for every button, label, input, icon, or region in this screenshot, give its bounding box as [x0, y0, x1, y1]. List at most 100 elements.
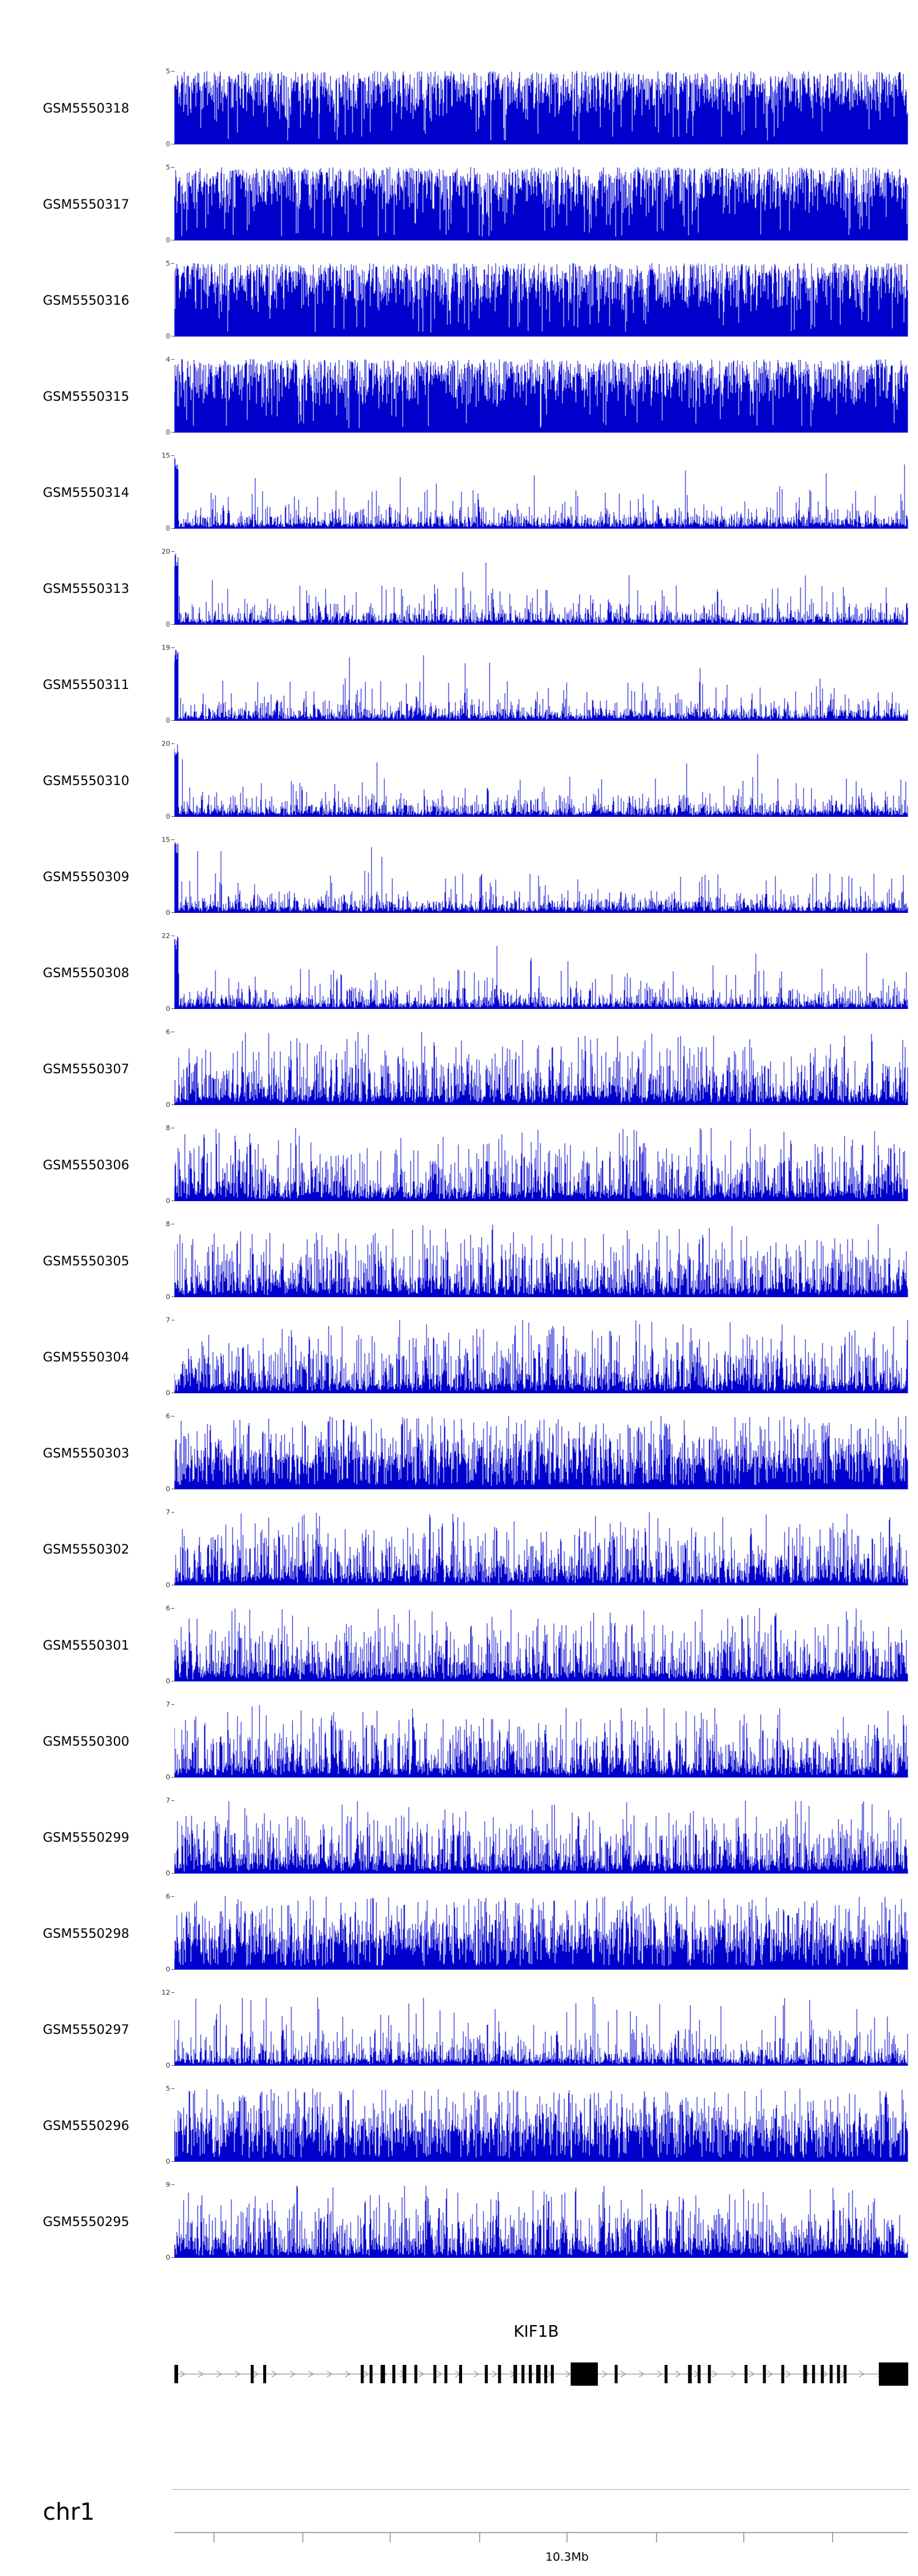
y-axis-tick-bottom: [171, 1969, 174, 1970]
track-label: GSM5550317: [43, 196, 130, 212]
separator-line: [172, 2489, 910, 2490]
signal-track-row: GSM5550303 6 0: [0, 1405, 918, 1501]
y-axis-min: 0: [166, 1197, 170, 1205]
y-axis-tick-bottom: [171, 432, 174, 433]
coverage-signal: [174, 650, 908, 721]
coverage-signal: [174, 1128, 908, 1201]
y-axis-max: 15: [162, 836, 170, 844]
track-label: GSM5550307: [43, 1061, 130, 1076]
y-axis-max: 6: [166, 1893, 170, 1900]
coverage-signal: [174, 71, 908, 144]
track-label: GSM5550297: [43, 2022, 130, 2037]
coverage-signal: [174, 2185, 908, 2258]
y-axis-min: 0: [166, 332, 170, 340]
chromosome-label: chr1: [43, 2498, 95, 2525]
signal-track-row: GSM5550301 6 0: [0, 1597, 918, 1693]
track-label: GSM5550303: [43, 1445, 130, 1461]
coverage-signal: [174, 1416, 908, 1489]
y-axis-min: 0: [166, 2254, 170, 2261]
y-axis-tick-bottom: [171, 816, 174, 817]
y-axis-min: 0: [166, 1773, 170, 1781]
signal-track-row: GSM5550304 7 0: [0, 1309, 918, 1405]
signal-track-row: GSM5550310 20 0: [0, 732, 918, 828]
coverage-signal: [174, 167, 908, 240]
signal-tracks: GSM5550318 5 0 GSM5550317 5 0 GSM5550316…: [0, 60, 918, 2269]
y-axis-max: 20: [162, 740, 170, 748]
coverage-signal: [174, 1997, 908, 2066]
y-axis-tick-top: [171, 1704, 174, 1705]
signal-track-row: GSM5550317 5 0: [0, 156, 918, 252]
y-axis-tick-bottom: [171, 528, 174, 529]
gene-model-track: [174, 2362, 908, 2386]
track-plot-area: 6 0: [166, 1605, 908, 1684]
y-axis-min: 0: [166, 909, 170, 917]
y-axis-max: 7: [166, 1796, 170, 1804]
coverage-signal: [174, 2088, 908, 2162]
y-axis-min: 0: [166, 140, 170, 148]
y-axis-tick-top: [171, 359, 174, 360]
y-axis-max: 20: [162, 548, 170, 556]
signal-track-row: GSM5550307 6 0: [0, 1021, 918, 1117]
y-axis-tick-top: [171, 2088, 174, 2089]
coverage-signal: [174, 936, 908, 1009]
y-axis-tick-top: [171, 1512, 174, 1513]
track-plot-area: 7 0: [166, 1317, 908, 1396]
signal-track-row: GSM5550305 8 0: [0, 1213, 918, 1309]
y-axis-min: 0: [166, 2157, 170, 2165]
y-axis-max: 12: [162, 1989, 170, 1997]
signal-track-row: GSM5550314 15 0: [0, 444, 918, 540]
y-axis-min: 0: [166, 1485, 170, 1493]
y-axis-tick-top: [171, 167, 174, 168]
track-label: GSM5550298: [43, 1926, 130, 1941]
y-axis-min: 0: [166, 428, 170, 436]
coverage-signal: [174, 744, 908, 817]
y-axis-tick-bottom: [171, 2161, 174, 2162]
y-axis-tick-top: [171, 1800, 174, 1801]
gene-name-label: KIF1B: [513, 2323, 559, 2341]
y-axis-min: 0: [166, 813, 170, 821]
signal-track-row: GSM5550308 22 0: [0, 925, 918, 1021]
track-plot-area: 20 0: [162, 548, 908, 628]
y-axis-max: 7: [166, 1316, 170, 1324]
y-axis-tick-top: [171, 1992, 174, 1993]
track-label: GSM5550313: [43, 581, 130, 596]
track-label: GSM5550305: [43, 1253, 130, 1268]
track-plot-area: 20 0: [162, 740, 908, 820]
track-label: GSM5550308: [43, 965, 130, 980]
signal-track-row: GSM5550302 7 0: [0, 1501, 918, 1597]
track-plot-area: 5 0: [166, 2085, 908, 2165]
track-plot-area: 9 0: [166, 2181, 908, 2261]
y-axis-min: 0: [166, 236, 170, 244]
y-axis-min: 0: [166, 1965, 170, 1973]
y-axis-tick-bottom: [171, 720, 174, 721]
signal-track-row: GSM5550300 7 0: [0, 1693, 918, 1789]
y-axis-tick-top: [171, 551, 174, 552]
y-axis-tick-bottom: [171, 1104, 174, 1105]
y-axis-max: 8: [166, 1220, 170, 1228]
y-axis-min: 0: [166, 1389, 170, 1397]
track-plot-area: 22 0: [162, 932, 908, 1012]
track-plot-area: 5 0: [166, 164, 908, 244]
track-label: GSM5550306: [43, 1157, 130, 1172]
y-axis-min: 0: [166, 1869, 170, 1877]
coverage-signal: [174, 553, 908, 625]
y-axis-max: 6: [166, 1604, 170, 1612]
y-axis-tick-bottom: [171, 1777, 174, 1778]
y-axis-tick-top: [171, 1896, 174, 1897]
y-axis-min: 0: [166, 2061, 170, 2069]
y-axis-max: 5: [166, 163, 170, 171]
signal-track-row: GSM5550316 5 0: [0, 252, 918, 348]
y-axis-tick-top: [171, 71, 174, 72]
y-axis-tick-top: [171, 743, 174, 744]
y-axis-min: 0: [166, 620, 170, 628]
signal-track-row: GSM5550315 4 0: [0, 348, 918, 444]
track-label: GSM5550310: [43, 773, 130, 788]
track-label: GSM5550302: [43, 1541, 130, 1557]
y-axis-max: 8: [166, 1124, 170, 1132]
y-axis-min: 0: [166, 1581, 170, 1589]
y-axis-tick-bottom: [171, 1873, 174, 1874]
track-label: GSM5550309: [43, 869, 130, 884]
y-axis-max: 5: [166, 2085, 170, 2093]
track-plot-area: 5 0: [166, 68, 908, 147]
